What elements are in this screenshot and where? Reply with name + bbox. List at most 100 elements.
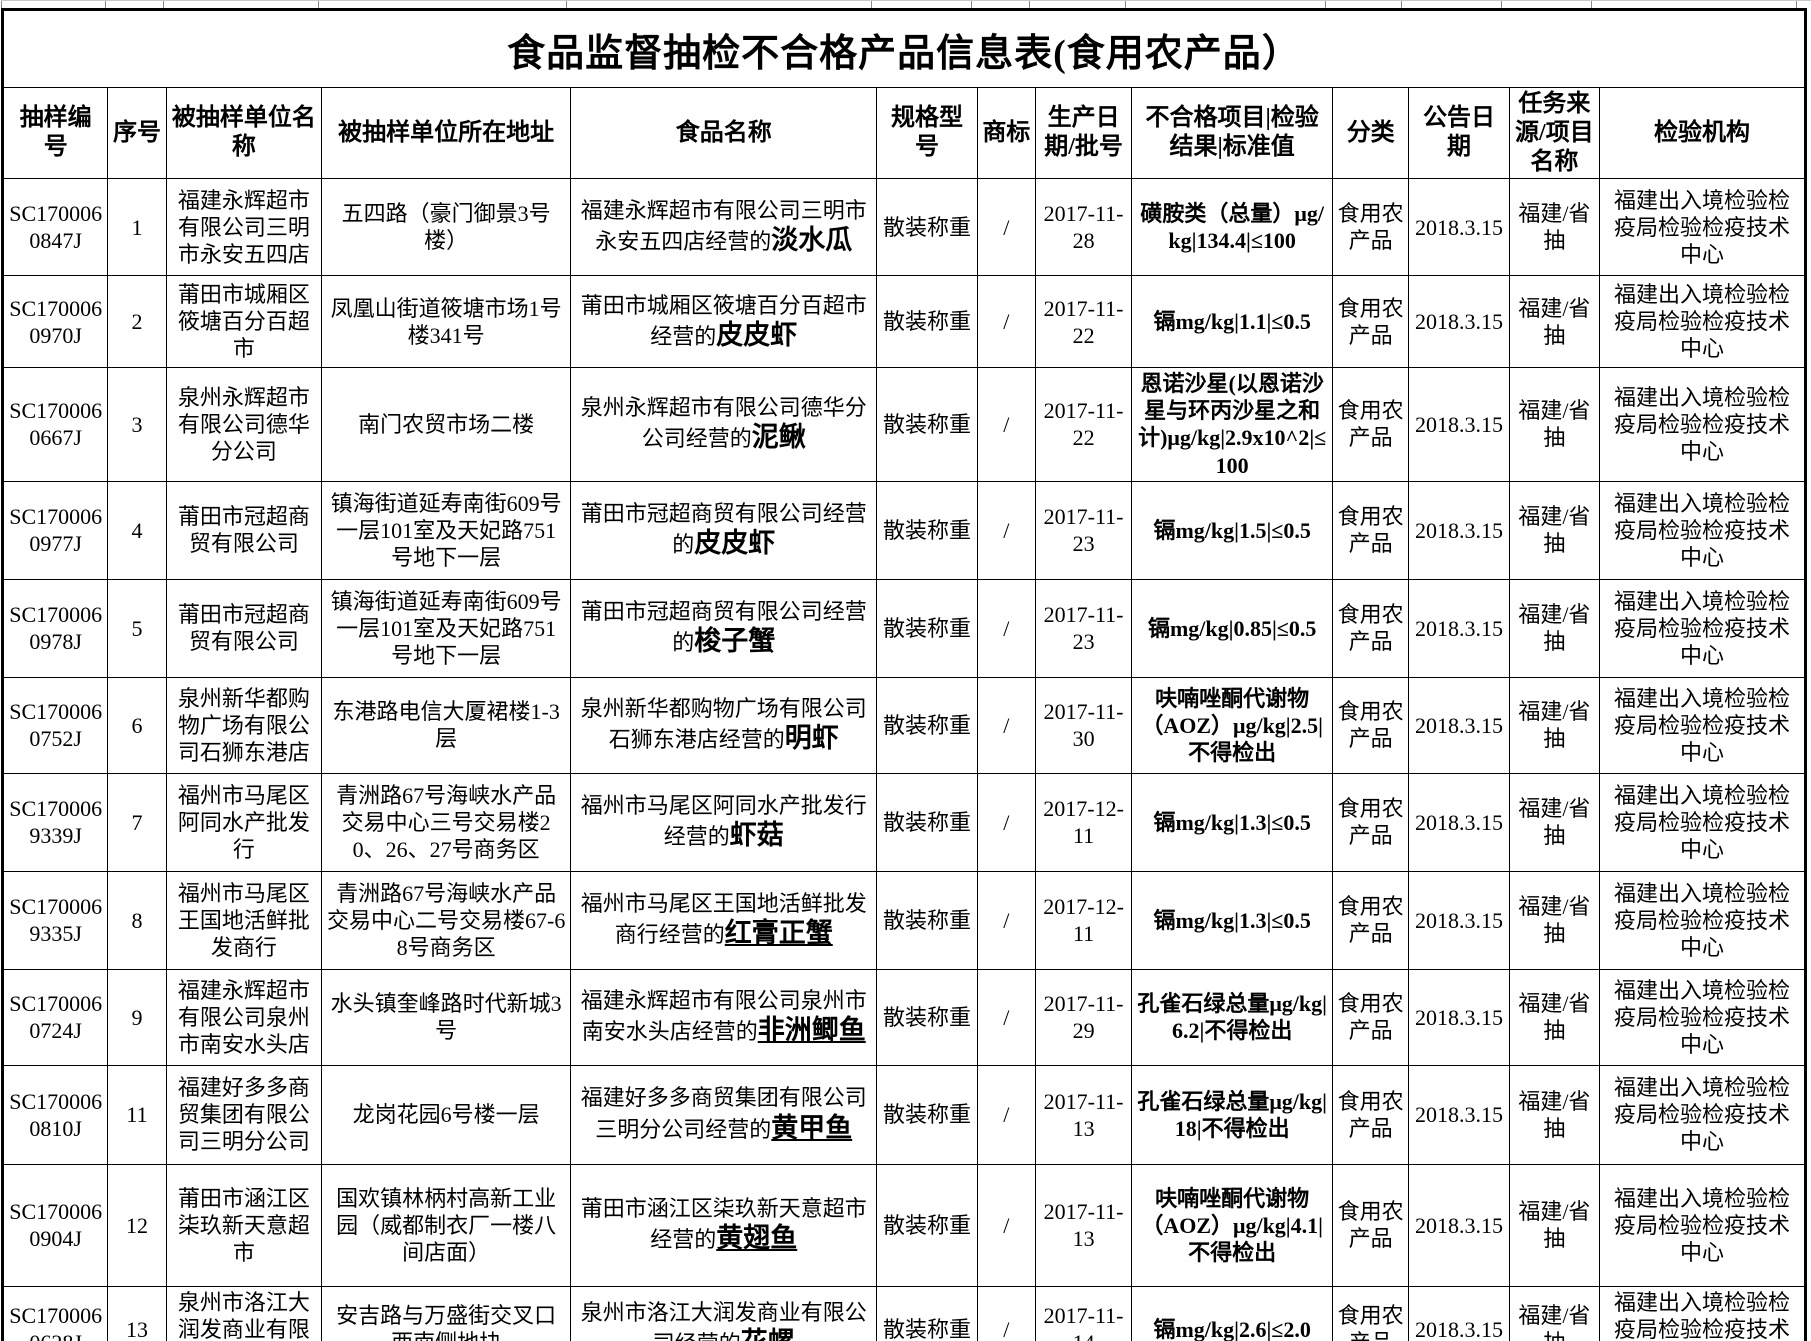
cell-prod-date: 2017-11-22 — [1034, 275, 1133, 369]
food-product-name: 虾菇 — [729, 820, 784, 850]
grid-line-segment — [1402, 1, 1502, 8]
cell-category: 食用农产品 — [1332, 1163, 1410, 1287]
cell-prod-date: 2017-11-22 — [1034, 367, 1133, 482]
cell-unit-name: 福州市马尾区王国地活鲜批发商行 — [165, 870, 323, 970]
table-row: SC1700069335J 8 福州市马尾区王国地活鲜批发商行 青洲路67号海峡… — [1, 870, 1806, 970]
cell-prod-date: 2017-11-28 — [1034, 178, 1133, 277]
cell-announce-date: 2018.3.15 — [1408, 275, 1510, 369]
food-product-name: 黄翅鱼 — [716, 1223, 798, 1253]
cell-food-name: 莆田市城厢区筱塘百分百超市经营的皮皮虾 — [570, 275, 878, 369]
cell-agency: 福建出入境检验检疫局检验检疫技术中心 — [1599, 367, 1806, 482]
header-brand: 商标 — [976, 86, 1036, 180]
food-product-name: 红膏正蟹 — [724, 918, 833, 948]
cell-brand: / — [976, 275, 1036, 369]
grid-line-segment — [319, 1, 567, 8]
cell-unit-name: 福建好多多商贸集团有限公司三明分公司 — [165, 1064, 323, 1165]
cell-spec: 散装称重 — [876, 1285, 978, 1341]
grid-line-segment — [567, 1, 872, 8]
cell-announce-date: 2018.3.15 — [1408, 1163, 1510, 1287]
cell-task-source: 福建/省抽 — [1508, 275, 1601, 369]
header-announce-date: 公告日期 — [1408, 86, 1510, 180]
header-task-source: 任务来源/项目名称 — [1508, 86, 1601, 180]
cell-spec: 散装称重 — [876, 480, 978, 580]
cell-food-name: 泉州永辉超市有限公司德华分公司经营的泥鳅 — [570, 367, 878, 482]
table-row: SC1700060667J 3 泉州永辉超市有限公司德华分公司 南门农贸市场二楼… — [1, 367, 1806, 482]
cell-spec: 散装称重 — [876, 772, 978, 872]
cell-sample-no: SC1700060724J — [1, 968, 109, 1066]
grid-line-segment — [872, 1, 972, 8]
cell-result: 镉mg/kg|1.5|≤0.5 — [1131, 480, 1334, 580]
cell-category: 食用农产品 — [1332, 870, 1410, 970]
cell-unit-name: 福建永辉超市有限公司三明市永安五四店 — [165, 178, 323, 277]
header-sample-no: 抽样编号 — [1, 86, 109, 180]
cell-announce-date: 2018.3.15 — [1408, 367, 1510, 482]
cell-announce-date: 2018.3.15 — [1408, 578, 1510, 678]
header-unit-name: 被抽样单位名称 — [165, 86, 323, 180]
cell-task-source: 福建/省抽 — [1508, 480, 1601, 580]
cell-address: 国欢镇林柄村高新工业园（威都制衣厂一楼八间店面） — [321, 1163, 572, 1287]
food-product-name: 明虾 — [784, 723, 839, 753]
table-row: SC1700060970J 2 莆田市城厢区筱塘百分百超市 凤凰山街道筱塘市场1… — [1, 275, 1806, 369]
cell-task-source: 福建/省抽 — [1508, 178, 1601, 277]
cell-task-source: 福建/省抽 — [1508, 578, 1601, 678]
cell-brand: / — [976, 1285, 1036, 1341]
cell-agency: 福建出入境检验检疫局检验检疫技术中心 — [1599, 968, 1806, 1066]
cell-category: 食用农产品 — [1332, 968, 1410, 1066]
cell-category: 食用农产品 — [1332, 578, 1410, 678]
cell-sample-no: SC1700060978J — [1, 578, 109, 678]
page-title: 食品监督抽检不合格产品信息表(食用农产品） — [2, 9, 1806, 88]
cell-agency: 福建出入境检验检疫局检验检疫技术中心 — [1599, 870, 1806, 970]
cell-food-name: 莆田市涵江区柒玖新天意超市经营的黄翅鱼 — [570, 1163, 878, 1287]
cell-sample-no: SC1700060970J — [1, 275, 109, 369]
cell-seq: 2 — [107, 275, 167, 369]
cell-spec: 散装称重 — [876, 870, 978, 970]
cell-brand: / — [976, 480, 1036, 580]
cell-seq: 3 — [107, 367, 167, 482]
cell-unit-name: 福建永辉超市有限公司泉州市南安水头店 — [165, 968, 323, 1066]
cell-seq: 11 — [107, 1064, 167, 1165]
cell-spec: 散装称重 — [876, 275, 978, 369]
cell-prod-date: 2017-12-11 — [1034, 870, 1133, 970]
grid-line-segment — [1326, 1, 1402, 8]
cell-prod-date: 2017-11-23 — [1034, 480, 1133, 580]
cell-brand: / — [976, 772, 1036, 872]
cell-agency: 福建出入境检验检疫局检验检疫技术中心 — [1599, 676, 1806, 774]
cell-category: 食用农产品 — [1332, 275, 1410, 369]
cell-announce-date: 2018.3.15 — [1408, 968, 1510, 1066]
cell-prod-date: 2017-11-29 — [1034, 968, 1133, 1066]
cell-agency: 福建出入境检验检疫局检验检疫技术中心 — [1599, 772, 1806, 872]
food-prefix: 福州市马尾区王国地活鲜批发商行经营的 — [580, 890, 867, 947]
cell-seq: 5 — [107, 578, 167, 678]
cell-announce-date: 2018.3.15 — [1408, 676, 1510, 774]
grid-line-segment — [1502, 1, 1592, 8]
cell-food-name: 泉州新华都购物广场有限公司石狮东港店经营的明虾 — [570, 676, 878, 774]
inspection-results-table: 食品监督抽检不合格产品信息表(食用农产品） 抽样编号 序号 被抽样单位名称 被抽… — [1, 8, 1807, 1341]
cell-task-source: 福建/省抽 — [1508, 367, 1601, 482]
cell-unit-name: 泉州新华都购物广场有限公司石狮东港店 — [165, 676, 323, 774]
header-spec: 规格型号 — [876, 86, 978, 180]
cell-brand: / — [976, 178, 1036, 277]
cell-task-source: 福建/省抽 — [1508, 1064, 1601, 1165]
grid-line-segment — [1, 1, 106, 8]
cell-address: 镇海街道延寿南街609号一层101室及天妃路751号地下一层 — [321, 480, 572, 580]
cell-spec: 散装称重 — [876, 676, 978, 774]
cell-spec: 散装称重 — [876, 968, 978, 1066]
food-prefix: 莆田市涵江区柒玖新天意超市经营的 — [580, 1195, 867, 1252]
cell-category: 食用农产品 — [1332, 178, 1410, 277]
food-prefix: 福建永辉超市有限公司泉州市南安水头店经营的 — [580, 987, 867, 1044]
cell-food-name: 莆田市冠超商贸有限公司经营的梭子蟹 — [570, 578, 878, 678]
cell-sample-no: SC1700060752J — [1, 676, 109, 774]
cell-agency: 福建出入境检验检疫局检验检疫技术中心 — [1599, 1285, 1806, 1341]
cell-spec: 散装称重 — [876, 367, 978, 482]
cell-agency: 福建出入境检验检疫局检验检疫技术中心 — [1599, 480, 1806, 580]
grid-line-segment — [1126, 1, 1326, 8]
cell-sample-no: SC1700060847J — [1, 178, 109, 277]
table-row: SC1700060752J 6 泉州新华都购物广场有限公司石狮东港店 东港路电信… — [1, 676, 1806, 774]
cell-unit-name: 莆田市冠超商贸有限公司 — [165, 578, 323, 678]
cell-task-source: 福建/省抽 — [1508, 1163, 1601, 1287]
grid-line-segment — [1030, 1, 1126, 8]
header-result: 不合格项目|检验结果|标准值 — [1131, 86, 1334, 180]
food-product-name: 皮皮虾 — [694, 528, 776, 558]
cell-agency: 福建出入境检验检疫局检验检疫技术中心 — [1599, 578, 1806, 678]
cell-result: 镉mg/kg|2.6|≤2.0 — [1131, 1285, 1334, 1341]
